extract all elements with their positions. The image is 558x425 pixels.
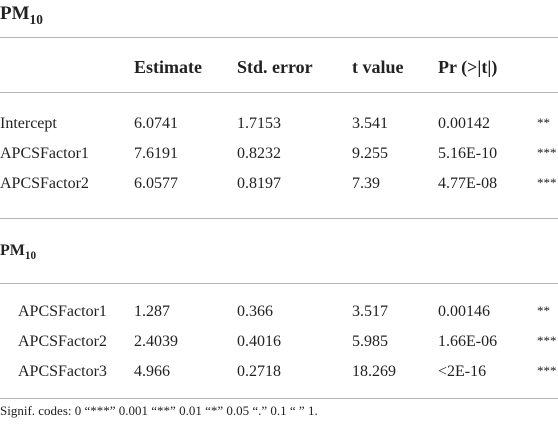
rule (0, 218, 558, 219)
section-title-main: PM (0, 242, 25, 259)
column-header: Std. error (237, 57, 313, 77)
cell: 1.287 (134, 303, 170, 320)
cell: *** (537, 333, 557, 348)
title-sub: 10 (29, 11, 43, 27)
cell: 4.966 (134, 363, 170, 380)
rule (0, 37, 558, 38)
cell: 0.2718 (237, 363, 281, 380)
table-title: PM10 (0, 4, 43, 26)
cell: 0.8232 (237, 145, 281, 162)
cell: ** (537, 115, 550, 130)
rule (0, 398, 558, 399)
cell: 0.4016 (237, 333, 281, 350)
cell: *** (537, 175, 557, 190)
title-main: PM (0, 3, 30, 24)
footnote: Signif. codes: 0 “***” 0.001 “**” 0.01 “… (0, 403, 318, 418)
cell: 0.00142 (438, 115, 490, 132)
rule (0, 283, 558, 284)
cell: *** (537, 145, 557, 160)
cell: 3.517 (352, 303, 388, 320)
section-title-sub: 10 (24, 250, 37, 263)
cell: 2.4039 (134, 333, 178, 350)
column-header: Pr (>|t|) (438, 57, 498, 77)
row-label: APCSFactor1 (18, 303, 107, 320)
rule (0, 92, 558, 93)
row-label: APCSFactor3 (18, 363, 107, 380)
row-label: APCSFactor2 (0, 175, 89, 192)
cell: 6.0741 (134, 115, 178, 132)
cell: 18.269 (352, 363, 396, 380)
cell: 7.39 (352, 175, 380, 192)
cell: 0.00146 (438, 303, 490, 320)
cell: 5.16E-10 (438, 145, 498, 162)
cell: 9.255 (352, 145, 388, 162)
column-header: Estimate (134, 57, 202, 77)
cell: 1.66E-06 (438, 333, 498, 350)
cell: 0.8197 (237, 175, 281, 192)
cell: 5.985 (352, 333, 388, 350)
cell: 0.366 (237, 303, 273, 320)
row-label: Intercept (0, 115, 57, 132)
row-label: APCSFactor1 (0, 145, 89, 162)
cell: ** (537, 303, 550, 318)
row-label: APCSFactor2 (18, 333, 107, 350)
cell: 7.6191 (134, 145, 178, 162)
cell: <2E-16 (438, 363, 487, 380)
cell: *** (537, 363, 557, 378)
cell: 1.7153 (237, 115, 281, 132)
column-header: t value (352, 57, 404, 77)
cell: 6.0577 (134, 175, 178, 192)
cell: 3.541 (352, 115, 388, 132)
cell: 4.77E-08 (438, 175, 498, 192)
section-title: PM10 (0, 243, 36, 262)
